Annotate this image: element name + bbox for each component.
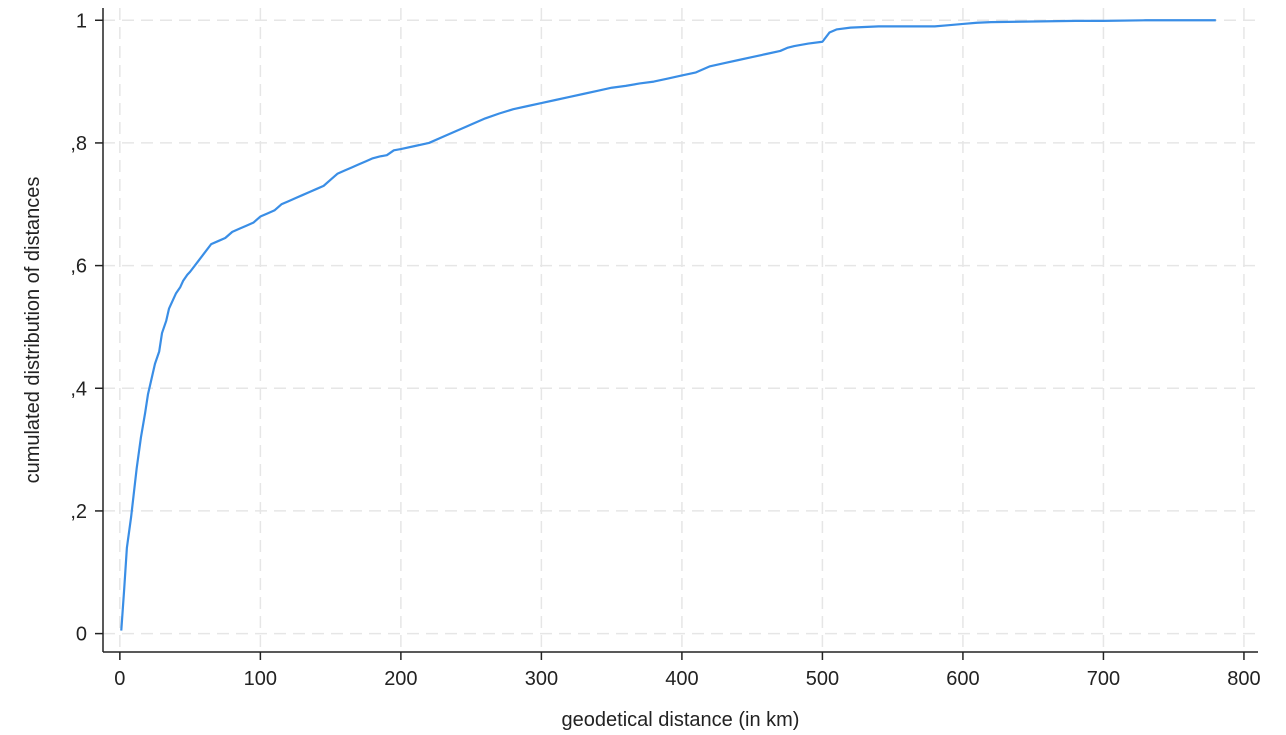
x-tick-label: 100 [244,668,277,690]
x-tick-label: 600 [946,668,979,690]
x-tick-label: 200 [384,668,417,690]
x-tick-label: 500 [806,668,839,690]
x-axis-title: geodetical distance (in km) [562,709,800,731]
axes [102,8,1258,653]
cdf-line [120,19,1216,631]
y-tick-label: ,8 [70,133,87,155]
y-tick-label: ,4 [70,378,87,400]
y-tick-label: 1 [76,10,87,32]
x-tick-label: 0 [114,668,125,690]
x-tick-label: 400 [665,668,698,690]
tick-labels: 0 100 200 300 400 500 600 700 800 0 ,2 ,4 ,6 ,8 1 [70,10,1260,690]
x-tick-label: 800 [1227,668,1260,690]
y-tick-label: ,2 [70,501,87,523]
y-tick-label: ,6 [70,256,87,278]
x-tick-label: 700 [1087,668,1120,690]
grid-lines [103,8,1258,652]
y-tick-label: 0 [76,624,87,646]
y-axis-title: cumulated distribution of distances [22,177,44,484]
x-tick-label: 300 [525,668,558,690]
